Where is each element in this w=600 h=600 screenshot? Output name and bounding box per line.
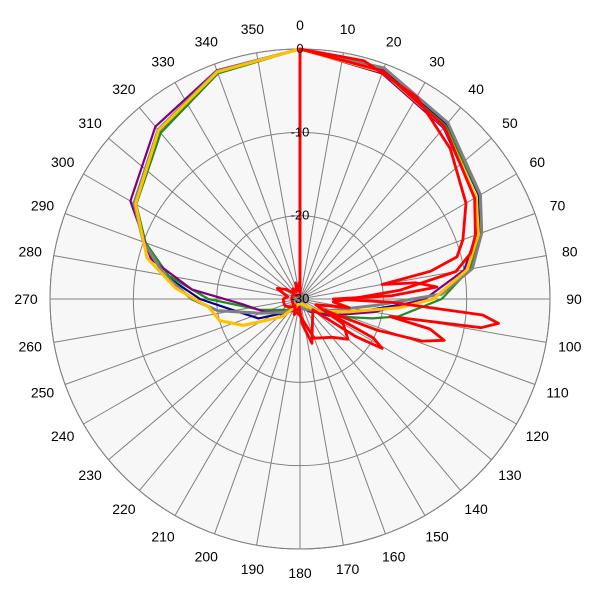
series-group xyxy=(129,47,500,350)
grid-spoke xyxy=(299,298,344,546)
angle-tick-label: 120 xyxy=(526,428,550,444)
angle-tick-label: 350 xyxy=(241,21,265,37)
angle-tick-label: 110 xyxy=(546,385,569,401)
angle-tick-label: 160 xyxy=(382,549,406,565)
axis-labels: 0 10 20 30 40 50 60 70 80 90 100 110 120 130 140 150 160… xyxy=(14,17,582,581)
angle-tick-label: 140 xyxy=(464,501,488,517)
angle-tick-label: 30 xyxy=(429,54,445,70)
grid-spoke xyxy=(299,52,344,300)
angle-tick-label: 200 xyxy=(195,549,219,565)
angle-tick-label: 80 xyxy=(562,243,578,259)
radial-tick-label: -20 xyxy=(291,208,310,223)
angle-tick-label: 100 xyxy=(558,339,582,355)
grid-spoke xyxy=(214,298,301,535)
series-line-7 xyxy=(290,47,477,341)
grid-spoke xyxy=(299,255,547,300)
grid-spoke xyxy=(138,298,301,491)
angle-tick-label: 310 xyxy=(78,115,102,131)
angle-tick-label: 320 xyxy=(112,81,136,97)
angle-tick-label: 150 xyxy=(425,528,449,544)
angle-tick-label: 20 xyxy=(386,34,402,50)
angle-tick-label: 10 xyxy=(340,21,356,37)
grid-spoke xyxy=(299,298,492,461)
radial-tick-label: -30 xyxy=(291,291,310,306)
angle-tick-label: 240 xyxy=(51,428,75,444)
series-line-6 xyxy=(275,47,500,350)
radial-tick-label: -10 xyxy=(291,124,310,139)
angle-tick-label: 130 xyxy=(498,467,522,483)
grid-spoke xyxy=(108,137,301,300)
grid-spoke xyxy=(53,298,301,343)
angle-tick-label: 190 xyxy=(241,561,265,577)
angle-tick-label: 180 xyxy=(288,565,312,581)
grid-spoke xyxy=(299,298,536,385)
grid-spoke xyxy=(299,298,462,491)
angle-tick-label: 230 xyxy=(78,467,102,483)
angle-tick-label: 0 xyxy=(296,17,304,33)
grid-spoke xyxy=(108,298,301,461)
angle-tick-label: 50 xyxy=(502,115,518,131)
angle-tick-label: 90 xyxy=(566,291,582,307)
grid-spoke xyxy=(64,213,301,300)
grid-spoke xyxy=(83,173,301,300)
grid-spoke xyxy=(174,298,301,516)
grid-spoke xyxy=(299,298,426,516)
grid-spoke xyxy=(299,213,536,300)
grid-spoke xyxy=(299,82,426,300)
angle-tick-label: 60 xyxy=(530,154,546,170)
angle-tick-label: 250 xyxy=(31,385,55,401)
angle-tick-label: 210 xyxy=(151,528,175,544)
angle-tick-label: 280 xyxy=(19,243,43,259)
grid-spoke xyxy=(299,107,462,300)
grid-spoke xyxy=(256,52,301,300)
angle-tick-label: 40 xyxy=(468,81,484,97)
angle-tick-label: 220 xyxy=(112,501,136,517)
grid-spoke xyxy=(214,63,301,300)
angle-tick-label: 290 xyxy=(31,197,55,213)
angle-tick-label: 270 xyxy=(14,291,38,307)
grid-spoke xyxy=(299,63,386,300)
angle-tick-label: 170 xyxy=(336,561,360,577)
grid-spoke xyxy=(174,82,301,300)
radial-tick-label: 0 xyxy=(296,41,303,56)
grid-spoke xyxy=(138,107,301,300)
series-line-5 xyxy=(134,47,480,327)
grid-spoke xyxy=(256,298,301,546)
angle-tick-label: 330 xyxy=(151,54,175,70)
angle-tick-label: 70 xyxy=(550,197,566,213)
angle-tick-label: 340 xyxy=(195,34,219,50)
angle-tick-label: 300 xyxy=(51,154,75,170)
angle-tick-label: 260 xyxy=(19,339,43,355)
